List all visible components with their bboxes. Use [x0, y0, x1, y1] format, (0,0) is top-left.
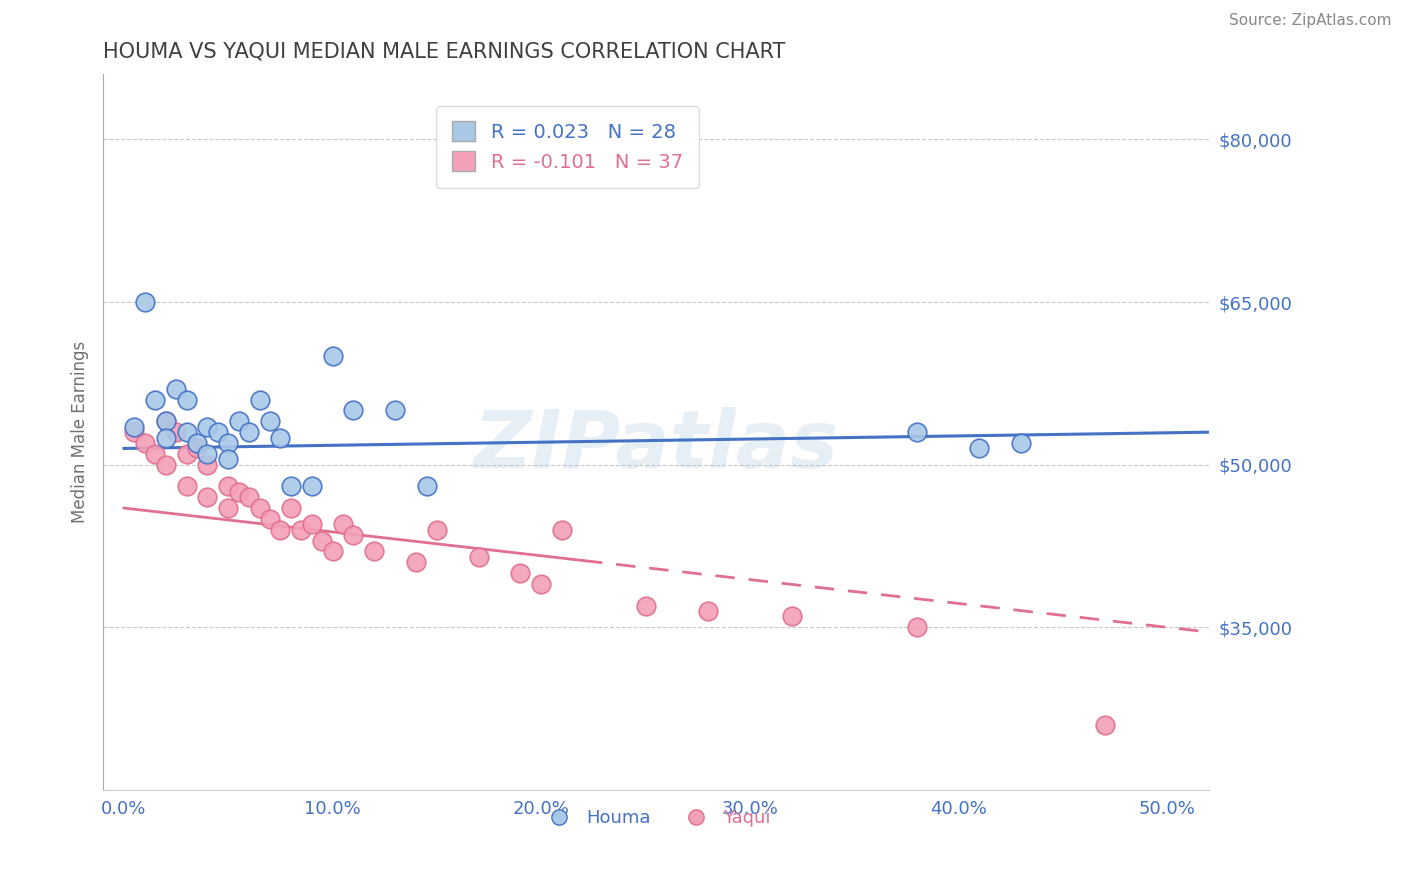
Point	[259, 512, 281, 526]
Point	[217, 501, 239, 516]
Point	[176, 425, 198, 439]
Point	[155, 431, 177, 445]
Point	[509, 566, 531, 580]
Point	[405, 555, 427, 569]
Point	[176, 392, 198, 407]
Point	[217, 436, 239, 450]
Point	[197, 490, 219, 504]
Point	[290, 523, 312, 537]
Point	[238, 425, 260, 439]
Point	[143, 447, 166, 461]
Point	[197, 447, 219, 461]
Point	[124, 425, 146, 439]
Point	[322, 349, 344, 363]
Point	[342, 528, 364, 542]
Point	[384, 403, 406, 417]
Point	[228, 414, 250, 428]
Point	[551, 523, 574, 537]
Point	[269, 523, 291, 537]
Text: Source: ZipAtlas.com: Source: ZipAtlas.com	[1229, 13, 1392, 29]
Point	[301, 479, 323, 493]
Point	[634, 599, 657, 613]
Point	[426, 523, 449, 537]
Point	[332, 517, 354, 532]
Point	[155, 414, 177, 428]
Point	[363, 544, 385, 558]
Point	[280, 501, 302, 516]
Point	[186, 436, 208, 450]
Point	[249, 501, 271, 516]
Point	[186, 442, 208, 456]
Point	[165, 425, 187, 439]
Point	[269, 431, 291, 445]
Point	[217, 452, 239, 467]
Point	[176, 479, 198, 493]
Point	[176, 447, 198, 461]
Point	[905, 620, 928, 634]
Point	[905, 425, 928, 439]
Point	[217, 479, 239, 493]
Point	[1010, 436, 1032, 450]
Point	[165, 382, 187, 396]
Point	[238, 490, 260, 504]
Point	[697, 604, 720, 618]
Point	[1094, 718, 1116, 732]
Y-axis label: Median Male Earnings: Median Male Earnings	[72, 341, 89, 524]
Point	[155, 458, 177, 472]
Legend: Houma, Yaqui: Houma, Yaqui	[534, 802, 778, 835]
Point	[249, 392, 271, 407]
Point	[207, 425, 229, 439]
Point	[124, 419, 146, 434]
Point	[143, 392, 166, 407]
Text: ZIPatlas: ZIPatlas	[474, 408, 838, 485]
Point	[311, 533, 333, 548]
Point	[259, 414, 281, 428]
Point	[155, 414, 177, 428]
Point	[415, 479, 437, 493]
Point	[301, 517, 323, 532]
Text: HOUMA VS YAQUI MEDIAN MALE EARNINGS CORRELATION CHART: HOUMA VS YAQUI MEDIAN MALE EARNINGS CORR…	[103, 42, 786, 62]
Point	[467, 549, 489, 564]
Point	[134, 436, 156, 450]
Point	[780, 609, 803, 624]
Point	[322, 544, 344, 558]
Point	[197, 458, 219, 472]
Point	[969, 442, 991, 456]
Point	[228, 484, 250, 499]
Point	[134, 295, 156, 310]
Point	[280, 479, 302, 493]
Point	[197, 419, 219, 434]
Point	[530, 577, 553, 591]
Point	[342, 403, 364, 417]
